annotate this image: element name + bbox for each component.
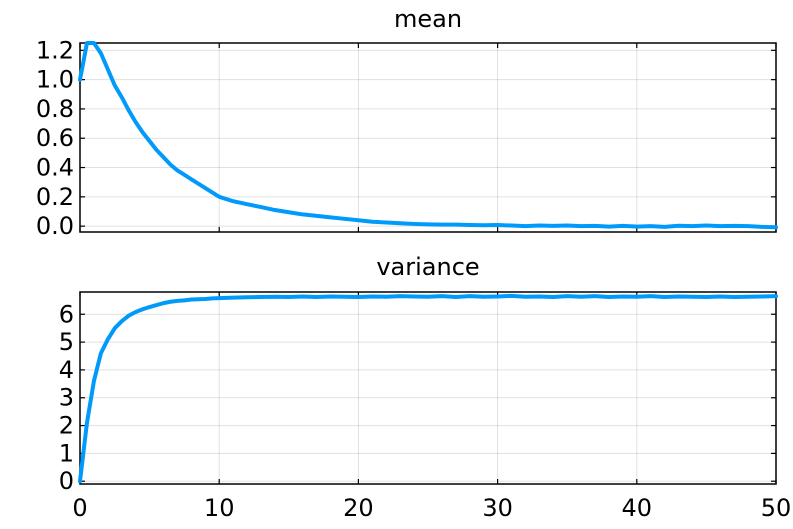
variance-plot-frame <box>79 291 777 485</box>
variance-gridlines <box>79 292 777 484</box>
mean-title: mean <box>394 5 462 33</box>
variance-x-tick-label: 50 <box>761 494 792 522</box>
variance-series-line <box>78 293 778 484</box>
mean-axis-ticks: 0.00.20.40.60.81.01.2 <box>36 36 777 240</box>
variance-y-tick-label: 4 <box>59 356 74 384</box>
mean-y-tick-label: 0.6 <box>36 124 74 152</box>
variance-y-tick-label: 0 <box>59 467 74 495</box>
mean-series-line <box>78 41 778 230</box>
mean-y-tick-label: 0.2 <box>36 183 74 211</box>
variance-x-tick-label: 0 <box>72 494 87 522</box>
variance-title: variance <box>376 253 479 281</box>
mean-y-tick-label: 1.0 <box>36 66 74 94</box>
mean-y-tick-label: 0.0 <box>36 212 74 240</box>
variance-x-tick-label: 10 <box>204 494 235 522</box>
mean-y-tick-label: 1.2 <box>36 36 74 64</box>
mean-gridlines <box>79 43 777 232</box>
mean-y-tick-label: 0.4 <box>36 154 74 182</box>
variance-x-tick-label: 40 <box>622 494 653 522</box>
variance-y-tick-label: 2 <box>59 412 74 440</box>
variance-y-tick-label: 5 <box>59 328 74 356</box>
variance-x-tick-label: 20 <box>343 494 374 522</box>
variance-y-tick-label: 3 <box>59 384 74 412</box>
mean-plot-frame <box>79 42 777 233</box>
variance-x-tick-label: 30 <box>482 494 513 522</box>
variance-y-tick-label: 6 <box>59 300 74 328</box>
mean-panel: mean 0.00.20.40.60.81.01.2 <box>36 5 778 240</box>
mean-y-tick-label: 0.8 <box>36 95 74 123</box>
variance-y-tick-label: 1 <box>59 439 74 467</box>
